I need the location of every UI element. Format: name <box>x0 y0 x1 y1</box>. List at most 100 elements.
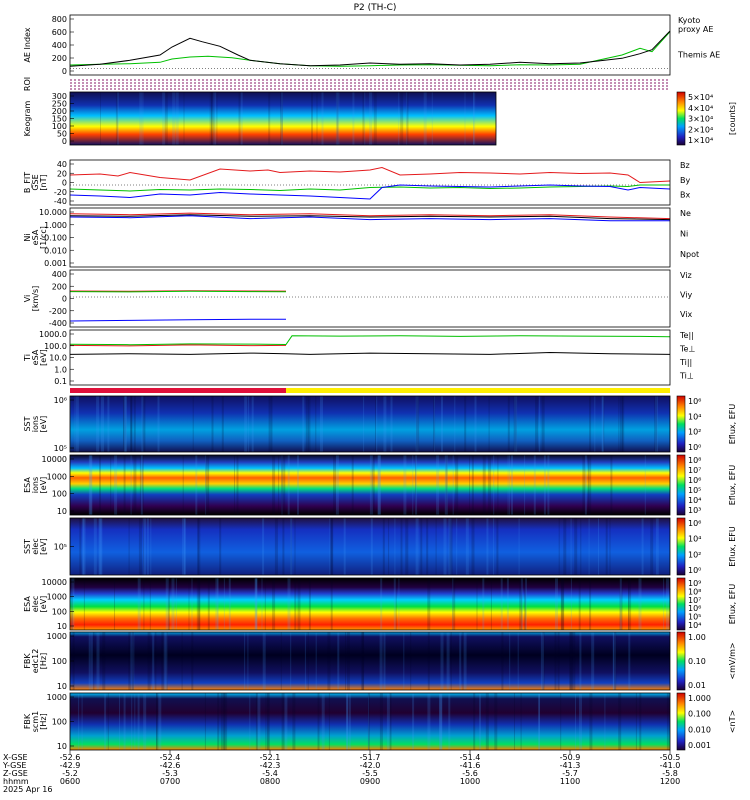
panel-ylabel: ESA <box>23 596 32 612</box>
spectrogram-texture <box>133 455 137 515</box>
spectrogram-texture <box>184 518 186 575</box>
spectrogram-texture <box>107 396 110 452</box>
spectrogram-texture <box>390 396 393 452</box>
mode-bar-red <box>70 388 286 393</box>
spectrogram-texture <box>377 455 381 515</box>
x-tick-label: -50.9 <box>560 753 581 762</box>
spectrogram-texture <box>204 693 206 750</box>
spectrogram-texture <box>146 518 149 575</box>
spectrogram-texture <box>433 396 435 452</box>
y-tick-label: 10⁶ <box>54 396 67 405</box>
spectrogram-texture <box>166 632 168 690</box>
spectrogram-texture <box>547 455 550 515</box>
spectrogram-texture <box>601 396 603 452</box>
spectrogram-texture <box>161 632 165 690</box>
spectrogram-texture <box>99 455 101 515</box>
spectrogram-texture <box>195 455 198 515</box>
spectrogram-texture <box>362 92 365 145</box>
spectrogram-texture <box>271 396 273 452</box>
y-tick-label: 1.000 <box>44 221 67 230</box>
spectrogram-texture <box>209 92 213 145</box>
y-tick-label: 1000 <box>47 632 67 641</box>
y-tick-label: 10⁵ <box>54 543 67 552</box>
spectrogram-texture <box>96 632 100 690</box>
spectrogram-texture <box>509 455 511 515</box>
y-tick-label: 100 <box>52 718 67 727</box>
spectrogram-texture <box>539 396 541 452</box>
y-tick-label: 1.0 <box>54 365 67 374</box>
spectrogram-texture <box>602 396 604 452</box>
spectrogram-texture <box>336 92 339 145</box>
spectrogram-texture <box>520 578 523 630</box>
spectrogram-texture <box>262 518 265 575</box>
spectrogram-texture <box>464 396 467 452</box>
spectrogram-texture <box>579 632 582 690</box>
series-line-temperature <box>69 351 671 355</box>
spectrogram-texture <box>395 578 397 630</box>
spectrogram-texture <box>167 578 170 630</box>
spectrogram-fbk_b <box>70 693 670 750</box>
spectrogram-texture <box>351 455 354 515</box>
panel-frame <box>69 454 671 516</box>
spectrogram-texture <box>290 518 292 575</box>
legend-entry: Ni <box>680 229 688 238</box>
spectrogram-texture <box>455 455 459 515</box>
spectrogram-texture <box>320 396 323 452</box>
spectrogram-texture <box>364 92 366 145</box>
spectrogram-texture <box>137 693 140 750</box>
spectrogram-texture <box>205 455 207 515</box>
spectrogram-texture <box>603 396 605 452</box>
spectrogram-texture <box>389 693 392 750</box>
spectrogram-texture <box>96 396 100 452</box>
colorbar <box>676 631 686 691</box>
spectrogram-texture <box>644 455 646 515</box>
spectrogram-texture <box>88 455 92 515</box>
spectrogram-texture <box>130 396 133 452</box>
series-line-bfield <box>69 184 671 200</box>
spectrogram-texture <box>513 396 517 452</box>
spectrogram-texture <box>588 455 592 515</box>
spectrogram-texture <box>666 693 669 750</box>
spectrogram-texture <box>255 693 258 750</box>
x-tick-label: -42.3 <box>260 761 281 770</box>
spectrogram-texture <box>473 92 475 145</box>
y-tick-label: 1000 <box>47 593 67 602</box>
spectrogram-texture <box>75 396 79 452</box>
spectrogram-texture <box>110 455 112 515</box>
spectrogram-texture <box>290 518 293 575</box>
spectrogram-texture <box>281 693 285 750</box>
spectrogram-texture <box>580 518 582 575</box>
spectrogram-texture <box>147 632 151 690</box>
panel-ylabel: [eV] <box>39 416 48 433</box>
legend-entry: Bx <box>680 191 690 200</box>
panel-ylabel: GSE <box>31 174 40 190</box>
spectrogram-texture <box>244 396 248 452</box>
y-tick-label: 250 <box>52 100 67 109</box>
panel-ylabel: Ti <box>23 354 32 362</box>
spectrogram-texture <box>436 455 440 515</box>
spectrogram-texture <box>143 578 145 630</box>
spectrogram-texture <box>90 632 93 690</box>
colorbar-tick-label: 10⁵ <box>688 486 701 495</box>
spectrogram-texture <box>541 396 545 452</box>
spectrogram-texture <box>123 396 124 452</box>
spectrogram-texture <box>316 92 318 145</box>
spectrogram-texture <box>572 632 576 690</box>
spectrogram-texture <box>315 396 317 452</box>
spectrogram-texture <box>182 455 184 515</box>
spectrogram-texture <box>598 518 599 575</box>
legend-entry: Viz <box>680 271 692 280</box>
spectrogram-texture <box>248 396 250 452</box>
colorbar-tick-label: 10⁷ <box>688 466 701 475</box>
spectrogram-texture <box>346 632 350 690</box>
spectrogram-texture <box>400 518 403 575</box>
spectrogram-texture <box>143 518 147 575</box>
spectrogram-texture <box>155 632 157 690</box>
spectrogram-texture <box>628 632 631 690</box>
series-line-density <box>69 214 671 221</box>
spectrogram-texture <box>217 693 220 750</box>
colorbar-tick-label: 10⁴ <box>688 496 701 505</box>
spectrogram-texture <box>380 578 383 630</box>
panel-ylabel: ESA <box>23 477 32 493</box>
